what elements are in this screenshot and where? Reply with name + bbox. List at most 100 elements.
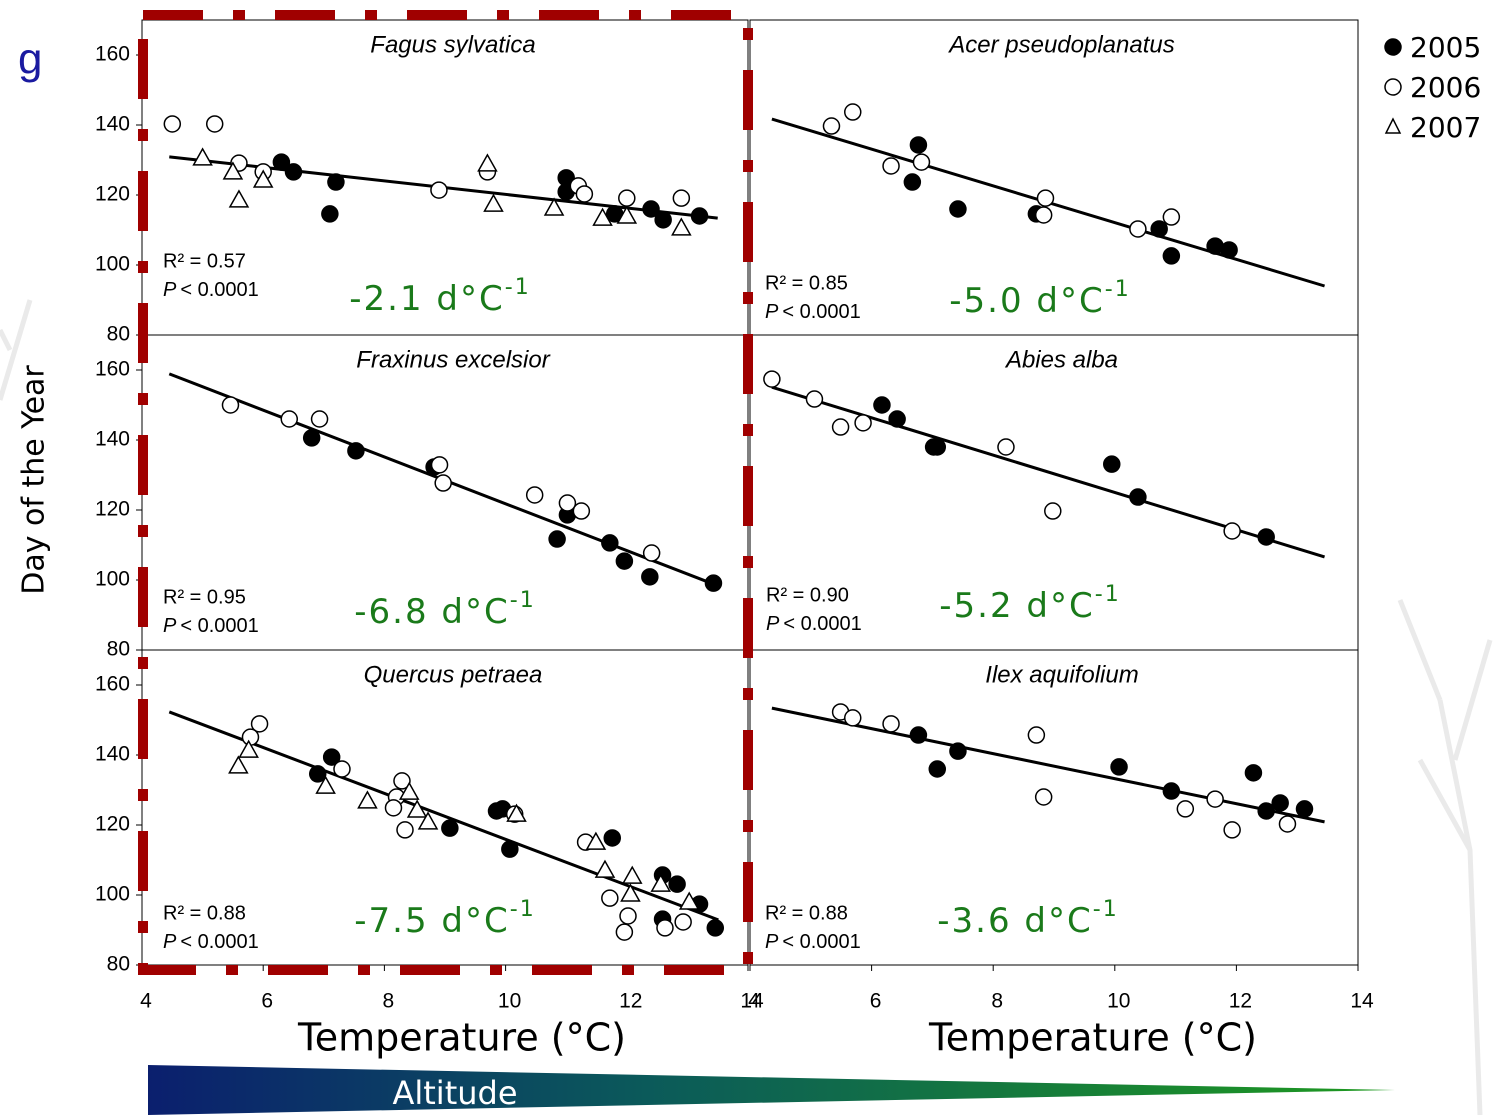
x-tick-label: 12 [619, 990, 642, 1013]
slope-label: -7.5 d°C-1 [354, 897, 535, 941]
point [690, 207, 709, 225]
legend-marker [1384, 78, 1402, 96]
p-text: < 0.0001 [783, 613, 861, 635]
point [357, 790, 378, 809]
point [347, 442, 365, 460]
point [706, 919, 725, 937]
link[interactable]: g [18, 35, 42, 84]
point [601, 889, 619, 907]
point [1295, 800, 1314, 818]
point [284, 163, 303, 181]
point [1257, 528, 1275, 546]
p-label: P [163, 279, 177, 301]
point [434, 474, 452, 492]
point [238, 739, 259, 758]
point [393, 772, 411, 790]
point [1278, 815, 1297, 833]
trend-line [771, 706, 1325, 824]
point [1129, 220, 1147, 238]
panel: 80 100 120 140 160 Fagus sylvatica R² = 0.57 P <… [95, 19, 749, 346]
point [844, 709, 862, 727]
point [620, 883, 641, 902]
point [928, 760, 947, 778]
slope-label: -2.1 d°C-1 [349, 275, 530, 319]
point [205, 115, 224, 133]
point [621, 865, 643, 884]
y-tick-label: 160 [95, 358, 130, 381]
point [888, 410, 906, 428]
trend-line [168, 710, 719, 922]
r-squared: R² = 0.57 [163, 250, 246, 272]
point [912, 153, 931, 171]
slope-exponent: -1 [510, 588, 536, 613]
point [1150, 220, 1168, 238]
point [525, 486, 544, 504]
point [615, 552, 634, 570]
point [543, 197, 565, 216]
slope-exponent: -1 [510, 897, 536, 922]
point [822, 117, 841, 135]
point [308, 765, 327, 783]
point [1206, 790, 1224, 808]
y-tick-label: 100 [95, 253, 130, 276]
y-tick-label: 100 [95, 883, 130, 906]
point [1036, 189, 1055, 207]
point [601, 534, 619, 552]
point [1223, 522, 1241, 540]
y-tick-label: 80 [107, 953, 130, 976]
point [192, 147, 213, 166]
slope-exponent: -1 [1105, 277, 1131, 302]
altitude-label: Altitude [392, 1074, 517, 1112]
point [678, 891, 700, 910]
point [668, 875, 686, 893]
point [1027, 726, 1046, 744]
panel: 80 100 120 140 160 Fraxinus excelsior R² = 0.9… [95, 334, 749, 661]
point [616, 205, 638, 224]
point [1103, 455, 1121, 473]
panel: 80 100 120 140 160 4 6 8 10 12 14 Quercus petraea R²… [95, 649, 764, 1013]
x-tick-label: 12 [1229, 990, 1252, 1013]
point [831, 418, 850, 436]
altitude-gradient [148, 1065, 1395, 1115]
point [618, 189, 636, 207]
point [1162, 247, 1181, 265]
slope-text: -5.2 d°C [939, 586, 1094, 626]
point [1220, 241, 1238, 259]
point [1176, 800, 1195, 818]
point [572, 502, 591, 520]
legend-marker [1384, 117, 1402, 134]
point [642, 200, 660, 218]
point [558, 494, 577, 512]
p-label: P [765, 931, 779, 953]
slope-text: -7.5 d°C [354, 901, 509, 941]
point [228, 755, 249, 774]
point [805, 390, 824, 408]
point [163, 115, 182, 133]
selection-outline [138, 10, 753, 975]
point [903, 173, 922, 191]
point [333, 760, 351, 778]
point [1034, 788, 1053, 806]
point [441, 819, 459, 837]
point [997, 438, 1015, 456]
point [619, 907, 637, 925]
point [603, 829, 622, 847]
point [704, 574, 723, 592]
point [280, 410, 299, 428]
p-label: P [163, 615, 177, 637]
point [674, 913, 692, 931]
point [384, 799, 403, 817]
p-text: < 0.0001 [180, 931, 258, 953]
x-tick-label: 8 [383, 990, 395, 1013]
point [1044, 502, 1062, 520]
r-squared: R² = 0.88 [163, 902, 246, 924]
point [671, 217, 692, 236]
point [322, 748, 341, 766]
point [315, 775, 336, 794]
y-tick-label: 140 [95, 743, 130, 766]
p-value: P < 0.0001 [765, 931, 861, 953]
point [854, 414, 872, 432]
x-tick-label: 4 [748, 990, 760, 1013]
point [321, 205, 339, 223]
p-label: P [766, 613, 780, 635]
